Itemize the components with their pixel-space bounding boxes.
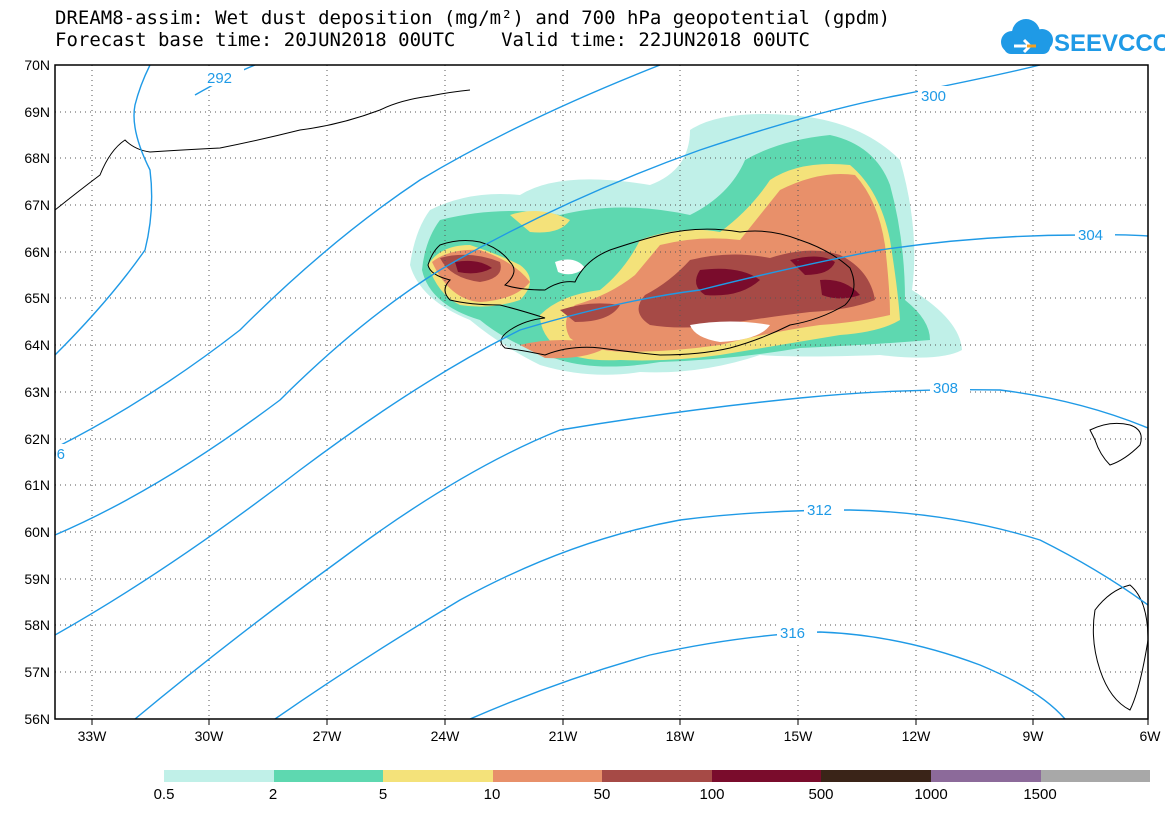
lat-lon-grid xyxy=(55,65,1148,719)
cloud-icon xyxy=(1001,19,1053,54)
legend-label: 1500 xyxy=(1023,786,1057,803)
lat-label: 70N xyxy=(24,57,50,73)
logo-text: SEEVCCC xyxy=(1054,30,1165,57)
coastline xyxy=(55,89,1148,711)
seevccc-logo: SEEVCCC xyxy=(1001,19,1165,57)
legend-label: 100 xyxy=(699,786,725,803)
lat-label: 57N xyxy=(24,664,50,680)
lat-label: 66N xyxy=(24,244,50,260)
legend-swatch xyxy=(602,770,712,782)
lon-label: 18W xyxy=(665,728,695,744)
lat-label: 59N xyxy=(24,571,50,587)
legend-label: 2 xyxy=(268,786,278,803)
legend-swatch xyxy=(930,770,1041,782)
legend-swatch xyxy=(383,770,493,782)
lat-label: 62N xyxy=(24,431,50,447)
legend-label: 500 xyxy=(808,786,834,803)
legend-label: 5 xyxy=(378,786,388,803)
lat-label: 60N xyxy=(24,524,50,540)
map-title: DREAM8-assim: Wet dust deposition (mg/m²… xyxy=(55,7,891,29)
axis-ticks xyxy=(91,719,1149,725)
contour-label-292: 292 xyxy=(207,70,232,87)
map-frame xyxy=(54,64,1149,720)
legend-swatch xyxy=(273,770,384,782)
contour-label-312: 312 xyxy=(807,502,832,519)
map-subtitle: Forecast base time: 20JUN2018 00UTC Vali… xyxy=(55,29,810,51)
geopotential-contours xyxy=(55,65,1148,719)
lon-label: 27W xyxy=(312,728,342,744)
legend-label: 1000 xyxy=(914,786,948,803)
lat-label: 61N xyxy=(24,477,50,493)
legend-swatch xyxy=(821,770,931,782)
lon-label: 24W xyxy=(430,728,460,744)
lat-label: 69N xyxy=(24,104,50,120)
contour-label-308: 308 xyxy=(933,380,958,397)
lon-label: 12W xyxy=(901,728,931,744)
legend-swatch xyxy=(1040,770,1151,782)
contour-labels: 292 296 300 304 308 312 316 xyxy=(40,68,1115,642)
lat-label: 65N xyxy=(24,290,50,306)
contour-label-296: 296 xyxy=(40,446,65,463)
lat-label: 58N xyxy=(24,617,50,633)
legend-swatch xyxy=(711,770,822,782)
lon-label: 9W xyxy=(1022,728,1044,744)
lat-label: 56N xyxy=(24,711,50,727)
lat-label: 68N xyxy=(24,150,50,166)
color-legend xyxy=(164,770,1151,782)
lon-label: 21W xyxy=(548,728,578,744)
contour-label-316: 316 xyxy=(780,625,805,642)
lon-label: 6W xyxy=(1139,728,1161,744)
contour-label-304: 304 xyxy=(1078,227,1103,244)
lon-label: 33W xyxy=(77,728,107,744)
dust-deposition-fill xyxy=(410,114,962,375)
legend-swatch xyxy=(492,770,603,782)
contour-label-300: 300 xyxy=(921,88,946,105)
lon-label: 15W xyxy=(783,728,813,744)
lat-label: 63N xyxy=(24,384,50,400)
legend-swatch xyxy=(164,770,274,782)
legend-label: 50 xyxy=(593,786,611,803)
lat-label: 67N xyxy=(24,197,50,213)
lat-label: 64N xyxy=(24,337,50,353)
legend-label: 10 xyxy=(483,786,501,803)
legend-label: 0.5 xyxy=(153,786,175,803)
lon-label: 30W xyxy=(194,728,224,744)
